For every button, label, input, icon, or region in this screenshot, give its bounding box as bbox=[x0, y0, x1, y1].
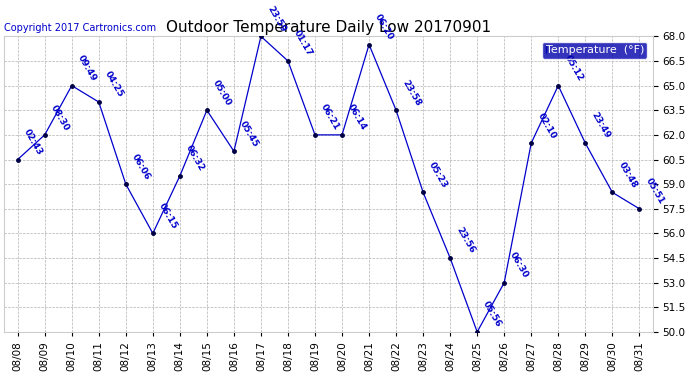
Legend: Temperature  (°F): Temperature (°F) bbox=[542, 42, 647, 58]
Text: 06:30: 06:30 bbox=[509, 251, 531, 280]
Text: 08:30: 08:30 bbox=[49, 103, 71, 132]
Text: 01:17: 01:17 bbox=[292, 29, 314, 58]
Text: 23:49: 23:49 bbox=[589, 111, 612, 140]
Text: 23:59: 23:59 bbox=[265, 4, 287, 34]
Text: 23:58: 23:58 bbox=[400, 78, 422, 108]
Text: Copyright 2017 Cartronics.com: Copyright 2017 Cartronics.com bbox=[4, 23, 157, 33]
Text: 06:21: 06:21 bbox=[319, 103, 342, 132]
Text: 09:49: 09:49 bbox=[76, 53, 98, 83]
Text: 06:14: 06:14 bbox=[346, 103, 368, 132]
Text: 02:43: 02:43 bbox=[22, 128, 44, 157]
Text: 05:51: 05:51 bbox=[644, 177, 666, 206]
Text: 04:25: 04:25 bbox=[103, 70, 125, 99]
Text: 06:06: 06:06 bbox=[130, 152, 152, 182]
Text: 23:56: 23:56 bbox=[454, 226, 476, 255]
Text: 06:32: 06:32 bbox=[184, 144, 206, 173]
Text: 06:15: 06:15 bbox=[157, 201, 179, 231]
Text: 05:56: 05:56 bbox=[482, 300, 504, 329]
Text: 05:23: 05:23 bbox=[427, 160, 449, 190]
Text: 05:45: 05:45 bbox=[238, 119, 260, 148]
Title: Outdoor Temperature Daily Low 20170901: Outdoor Temperature Daily Low 20170901 bbox=[166, 20, 491, 35]
Text: 05:00: 05:00 bbox=[211, 78, 233, 108]
Text: 05:12: 05:12 bbox=[562, 54, 584, 83]
Text: 06:20: 06:20 bbox=[373, 13, 395, 42]
Text: 02:10: 02:10 bbox=[535, 111, 558, 140]
Text: 03:48: 03:48 bbox=[616, 160, 638, 190]
